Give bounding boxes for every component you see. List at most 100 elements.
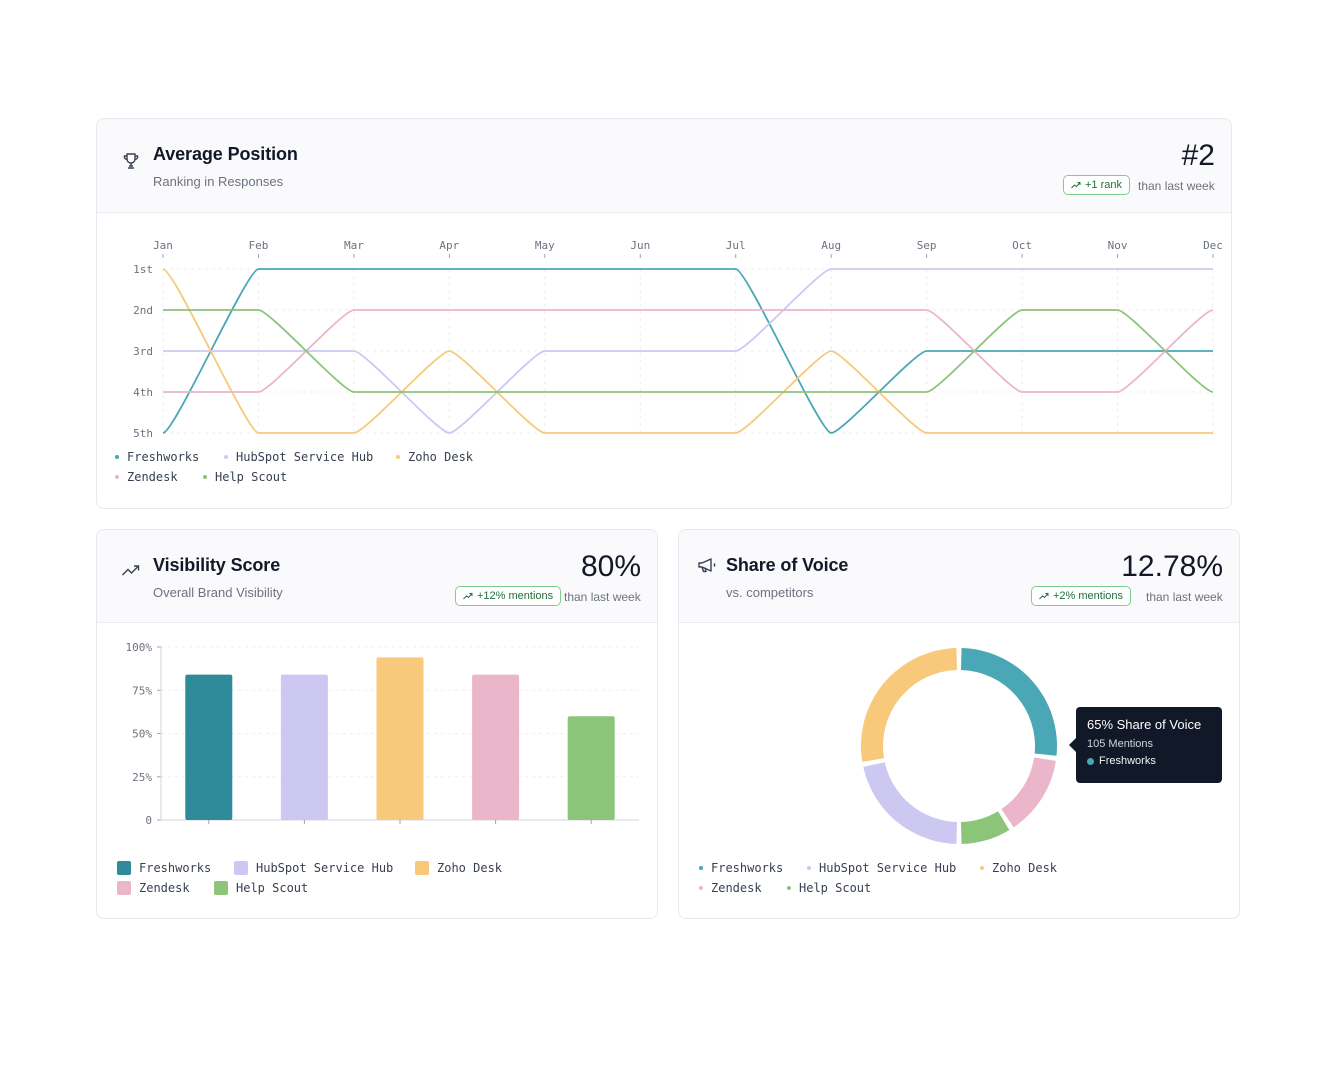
legend-item-hubspot[interactable]: HubSpot Service Hub <box>224 450 373 464</box>
legend-item-helpscout[interactable]: Help Scout <box>214 881 308 895</box>
legend-dot <box>699 886 703 890</box>
legend-label: Zendesk <box>711 881 762 895</box>
legend-swatch <box>234 861 248 875</box>
y-tick-label-2nd: 2nd <box>133 304 153 317</box>
y-tick-label-1st: 1st <box>133 263 153 276</box>
average-position-card: Average Position Ranking in Responses #2… <box>96 118 1232 509</box>
badge-label: +12% mentions <box>477 590 554 602</box>
legend-label: Help Scout <box>236 881 309 895</box>
x-tick-label-feb: Feb <box>249 239 269 252</box>
series-line-help-scout <box>163 309 1214 393</box>
compare-label: than last week <box>1138 179 1215 193</box>
legend-dot <box>699 866 703 870</box>
trend-up-icon <box>122 565 140 576</box>
legend-label: HubSpot Service Hub <box>819 861 957 875</box>
donut-legend: Freshworks HubSpot Service Hub Zoho Desk… <box>699 861 1119 901</box>
legend-label: Help Scout <box>215 470 288 484</box>
badge-label: +2% mentions <box>1053 590 1124 602</box>
change-badge: +1 rank <box>1063 175 1130 195</box>
card-header <box>97 119 1231 213</box>
legend-swatch <box>214 881 228 895</box>
legend-dot <box>115 475 119 479</box>
legend-dot <box>787 886 791 890</box>
legend-dot <box>115 455 119 459</box>
legend-dot <box>224 455 228 459</box>
legend-item-freshworks[interactable]: Freshworks <box>115 450 199 464</box>
legend-item-helpscout[interactable]: Help Scout <box>203 470 287 484</box>
tooltip-mentions: 105 Mentions <box>1087 738 1154 750</box>
x-tick-label-jan: Jan <box>153 239 173 252</box>
legend-item-zoho[interactable]: Zoho Desk <box>980 861 1057 875</box>
slice-zendesk <box>1001 757 1056 828</box>
bar-zendesk <box>472 674 520 820</box>
card-header <box>679 530 1239 623</box>
legend-label: HubSpot Service Hub <box>236 450 374 464</box>
bar-help-scout <box>567 716 615 820</box>
slice-help-scout <box>960 811 1010 844</box>
legend-item-freshworks[interactable]: Freshworks <box>117 861 211 875</box>
x-tick-label-sep: Sep <box>917 239 937 252</box>
metric-value: #2 <box>1181 139 1215 172</box>
legend-item-hubspot[interactable]: HubSpot Service Hub <box>234 861 393 875</box>
legend-item-freshworks[interactable]: Freshworks <box>699 861 783 875</box>
share-of-voice-donut <box>861 648 1057 844</box>
legend-label: Freshworks <box>711 861 784 875</box>
legend-dot <box>807 866 811 870</box>
visibility-score-card: Visibility Score Overall Brand Visibilit… <box>96 529 658 919</box>
legend-item-zoho[interactable]: Zoho Desk <box>396 450 473 464</box>
y-tick-label-5th: 5th <box>133 427 153 439</box>
x-tick-label-nov: Nov <box>1108 239 1128 252</box>
y-tick-label: 25% <box>132 771 152 784</box>
tooltip-title: 65% Share of Voice <box>1087 717 1202 732</box>
bar-freshworks <box>185 674 233 820</box>
legend-swatch <box>415 861 429 875</box>
change-badge: +2% mentions <box>1031 586 1132 606</box>
card-title: Visibility Score <box>153 555 281 575</box>
y-tick-label: 100% <box>126 641 153 654</box>
compare-label: than last week <box>564 590 641 604</box>
legend-label: Freshworks <box>127 450 200 464</box>
trend-up-icon <box>463 593 473 600</box>
legend-label: Zendesk <box>139 881 190 895</box>
legend-label: Help Scout <box>799 881 872 895</box>
legend-swatch <box>117 881 131 895</box>
legend-label: Zendesk <box>127 470 178 484</box>
legend-label: Zoho Desk <box>992 861 1058 875</box>
card-title: Share of Voice <box>726 555 849 575</box>
legend-label: Zoho Desk <box>408 450 474 464</box>
y-tick-label: 0 <box>145 814 152 827</box>
trend-up-icon <box>1039 593 1049 600</box>
legend-dot <box>203 475 207 479</box>
donut-tooltip: 65% Share of Voice 105 Mentions Freshwor… <box>1069 707 1222 783</box>
x-tick-label-dec: Dec <box>1203 239 1223 252</box>
legend-label: HubSpot Service Hub <box>256 861 394 875</box>
slice-freshworks <box>960 648 1057 756</box>
card-subtitle: Overall Brand Visibility <box>153 585 283 600</box>
ranking-line-chart: Jan Feb Mar Apr May Jun Jul Aug Sep Oct Nov Dec 1st 2… <box>133 239 1223 439</box>
legend-label: Freshworks <box>139 861 212 875</box>
change-badge: +12% mentions <box>455 586 562 606</box>
tooltip-series: Freshworks <box>1087 755 1211 767</box>
megaphone-icon <box>698 558 716 573</box>
visibility-bar-chart: 0 25% 50% 75% 100% <box>126 641 639 827</box>
bar-hubspot-service-hub <box>280 674 328 820</box>
metric-value: 80% <box>580 550 641 583</box>
legend-item-zendesk[interactable]: Zendesk <box>115 470 178 484</box>
legend-item-hubspot[interactable]: HubSpot Service Hub <box>807 861 956 875</box>
legend-label: Zoho Desk <box>437 861 503 875</box>
slice-hubspot-service-hub <box>863 762 958 844</box>
slice-zoho-desk <box>861 648 958 762</box>
y-tick-label: 50% <box>132 728 152 741</box>
legend-item-zendesk[interactable]: Zendesk <box>699 881 762 895</box>
legend-item-zendesk[interactable]: Zendesk <box>117 881 190 895</box>
metric-value: 12.78% <box>1121 550 1223 583</box>
card-subtitle: Ranking in Responses <box>153 174 284 189</box>
legend-item-zoho[interactable]: Zoho Desk <box>415 861 502 875</box>
legend-dot <box>980 866 984 870</box>
series-line-freshworks <box>162 268 1213 434</box>
tooltip-dot <box>1087 757 1094 765</box>
bar-legend: Freshworks HubSpot Service Hub Zoho Desk… <box>117 861 537 901</box>
legend-item-helpscout[interactable]: Help Scout <box>787 881 871 895</box>
x-tick-label-jun: Jun <box>630 239 650 252</box>
tooltip-series-label: Freshworks <box>1099 755 1156 767</box>
